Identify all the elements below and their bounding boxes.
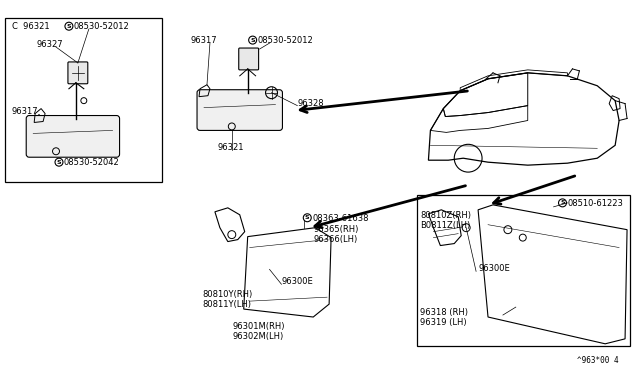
Bar xyxy=(5,18,163,182)
Text: 80810Z(RH): 80810Z(RH) xyxy=(420,211,472,220)
Text: ^963*00 4: ^963*00 4 xyxy=(577,356,619,365)
Text: 80810Y(RH): 80810Y(RH) xyxy=(202,290,252,299)
Text: 08530-52042: 08530-52042 xyxy=(64,158,120,167)
Text: 08530-52012: 08530-52012 xyxy=(74,22,130,31)
Text: 96317: 96317 xyxy=(190,36,217,45)
Bar xyxy=(417,195,630,346)
Text: 96321: 96321 xyxy=(218,143,244,152)
Text: 08510-61223: 08510-61223 xyxy=(568,199,623,208)
Text: 96318 (RH): 96318 (RH) xyxy=(420,308,468,317)
Text: S: S xyxy=(560,201,565,205)
Text: 08530-52012: 08530-52012 xyxy=(258,36,314,45)
Text: 96300E: 96300E xyxy=(282,277,313,286)
Text: B0811Z(LH): B0811Z(LH) xyxy=(420,221,471,230)
Text: S: S xyxy=(57,160,61,165)
Text: 08363-61638: 08363-61638 xyxy=(312,214,369,223)
Text: 96319 (LH): 96319 (LH) xyxy=(420,318,467,327)
Text: 96327: 96327 xyxy=(36,40,63,49)
Text: 96366(LH): 96366(LH) xyxy=(313,235,358,244)
Text: 80811Y(LH): 80811Y(LH) xyxy=(202,300,251,309)
FancyBboxPatch shape xyxy=(197,90,282,131)
Text: 96301M(RH): 96301M(RH) xyxy=(233,322,285,331)
Text: 96302M(LH): 96302M(LH) xyxy=(233,332,284,341)
FancyBboxPatch shape xyxy=(26,116,120,157)
Text: S: S xyxy=(67,24,71,29)
Text: 96317: 96317 xyxy=(12,106,38,116)
Text: C  96321: C 96321 xyxy=(12,22,50,31)
FancyBboxPatch shape xyxy=(239,48,259,70)
Text: 96300E: 96300E xyxy=(478,264,510,273)
Text: 96328: 96328 xyxy=(298,99,324,108)
Text: S: S xyxy=(250,38,255,43)
Text: S: S xyxy=(305,215,310,220)
Text: 96365(RH): 96365(RH) xyxy=(313,225,358,234)
FancyBboxPatch shape xyxy=(68,62,88,84)
